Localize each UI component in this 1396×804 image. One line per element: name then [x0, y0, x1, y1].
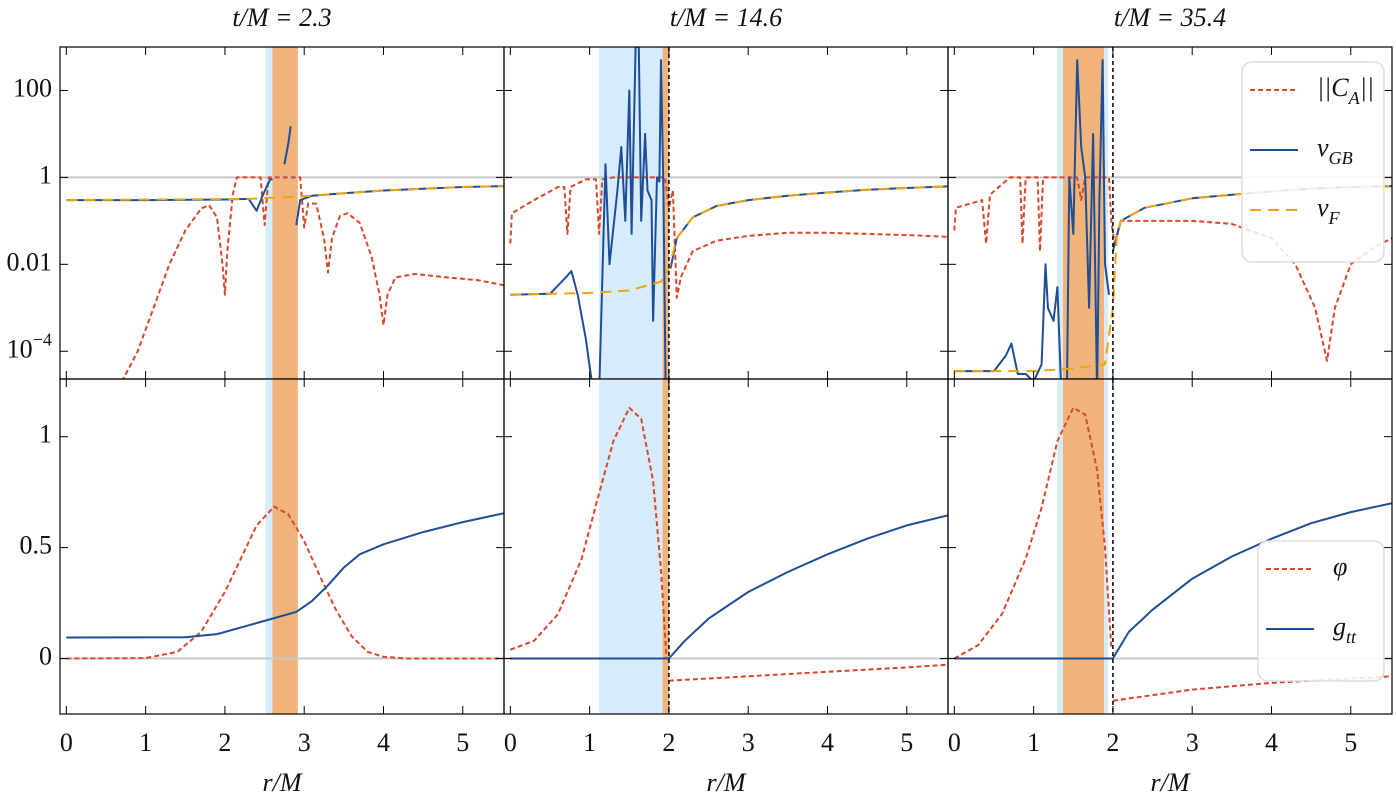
- x-tick-label: 4: [1265, 728, 1278, 757]
- series-line: [66, 505, 504, 660]
- panel: 0 1 2 3 4 5 r/M: [503, 378, 949, 797]
- y-tick-label: 0.5: [20, 531, 53, 560]
- x-axis-label: r/M: [707, 768, 747, 797]
- y-tick-label: 100: [13, 73, 52, 102]
- series-line: [954, 185, 1392, 373]
- x-tick-label: 3: [1186, 728, 1199, 757]
- legend-box: [1241, 61, 1385, 263]
- legend-label: vGB: [1317, 133, 1353, 168]
- band: [599, 379, 663, 714]
- legend-label: vF: [1317, 193, 1341, 228]
- legend-label: ||CA||: [1317, 73, 1374, 108]
- plot-area: [504, 47, 948, 379]
- band: [1104, 379, 1109, 714]
- x-axis-label: r/M: [1151, 768, 1191, 797]
- panel: 0 1 2 3 4 5 0 0.5 1 r/M: [20, 378, 505, 797]
- band: [1057, 379, 1063, 714]
- series-line: [510, 514, 948, 660]
- legend-box: [1257, 540, 1385, 682]
- x-axis-label: r/M: [263, 768, 303, 797]
- x-tick-label: 1: [1027, 728, 1040, 757]
- plot-area: [948, 379, 1392, 714]
- y-tick-label: 10−4: [7, 329, 52, 363]
- x-tick-label: 2: [1106, 728, 1119, 757]
- frame: [503, 46, 949, 380]
- y-tick-label: 0.01: [7, 247, 53, 276]
- series-line: [122, 176, 504, 379]
- x-tick-label: 1: [139, 728, 152, 757]
- series-line: [66, 512, 504, 639]
- plot-area: [60, 379, 504, 714]
- series-line: [953, 176, 1392, 362]
- band: [662, 47, 669, 379]
- band: [265, 379, 273, 714]
- band: [1104, 47, 1109, 379]
- x-tick-label: 4: [821, 728, 834, 757]
- x-tick-label: 1: [583, 728, 596, 757]
- band: [265, 47, 273, 379]
- series-line: [510, 47, 948, 379]
- frame: [503, 378, 949, 715]
- x-tick-label: 5: [900, 728, 913, 757]
- band: [1062, 379, 1105, 714]
- x-tick-label: 0: [504, 728, 517, 757]
- x-tick-label: 0: [60, 728, 73, 757]
- plot-area: [504, 379, 948, 714]
- y-tick-label: 1: [39, 420, 52, 449]
- panel: t/M = 14.6: [503, 3, 949, 380]
- panel: 0 1 2 3 4 5 r/M φ gtt: [947, 378, 1393, 797]
- series-line: [510, 185, 948, 296]
- panel: 100 1 0.01 10−4 t/M = 2.3: [7, 3, 505, 380]
- x-tick-label: 0: [948, 728, 961, 757]
- x-tick-label: 2: [218, 728, 231, 757]
- series-line: [954, 502, 1392, 660]
- legend-label: φ: [1333, 552, 1347, 581]
- x-tick-label: 5: [456, 728, 469, 757]
- x-tick-label: 4: [377, 728, 390, 757]
- panel-title: t/M = 14.6: [670, 3, 782, 32]
- band: [272, 379, 298, 714]
- y-tick-label: 0: [39, 642, 52, 671]
- x-tick-label: 5: [1344, 728, 1357, 757]
- legend-label: gtt: [1333, 612, 1357, 647]
- band: [1057, 47, 1063, 379]
- band: [662, 379, 669, 714]
- x-tick-label: 2: [662, 728, 675, 757]
- series-line: [509, 176, 948, 299]
- y-tick-label: 1: [39, 160, 52, 189]
- series-line: [66, 185, 504, 202]
- panel-title: t/M = 2.3: [232, 3, 331, 32]
- x-tick-label: 3: [742, 728, 755, 757]
- panel: t/M = 35.4 ||CA|| vGB vF: [947, 3, 1393, 380]
- series-line: [509, 406, 948, 682]
- frame: [947, 378, 1393, 715]
- plot-area: [60, 47, 504, 379]
- x-tick-label: 3: [298, 728, 311, 757]
- band: [272, 47, 298, 379]
- panel-title: t/M = 35.4: [1114, 3, 1226, 32]
